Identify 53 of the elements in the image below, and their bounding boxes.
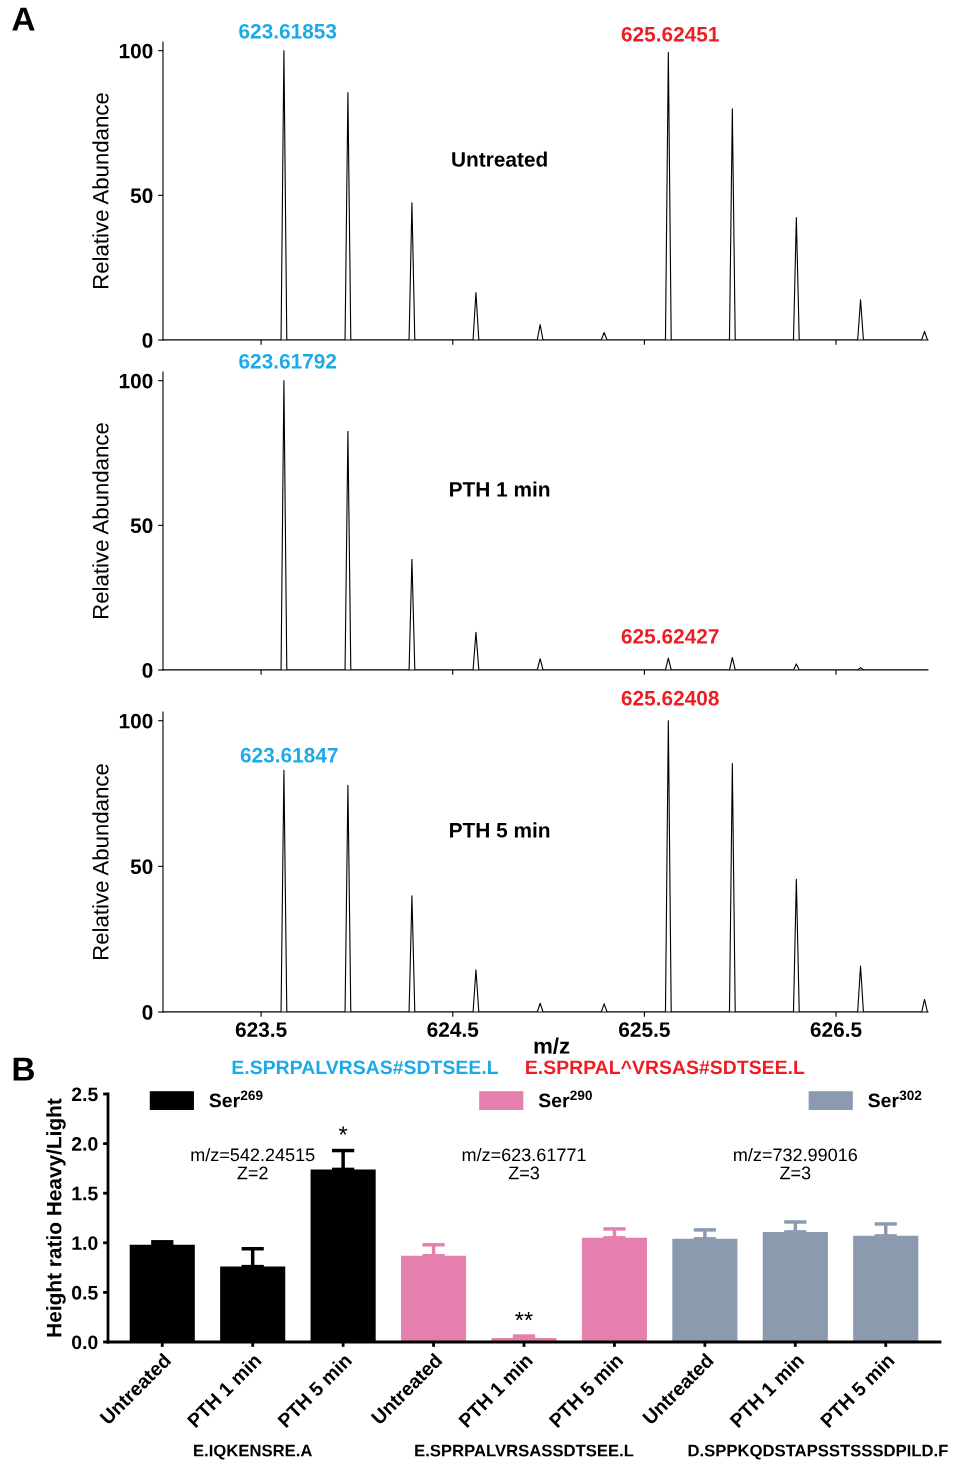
x-axis-title: m/z: [534, 1037, 570, 1055]
text: E.SPRPALVRSASSDTSEE.L: [415, 1444, 634, 1457]
x-tick-label: 624.5: [427, 1022, 479, 1038]
y-tick-label: 1.5: [72, 1186, 98, 1201]
text: E.SPRPALVRSAS#SDTSEE.L: [232, 1060, 498, 1075]
y-tick-label: 0: [142, 1005, 153, 1020]
text: Untreated: [452, 151, 547, 167]
y-axis-title: Relative Abundance: [92, 764, 109, 960]
bar: [672, 1238, 738, 1342]
y-tick-label: 50: [130, 518, 153, 534]
y-tick-label: 50: [130, 859, 153, 875]
y-tick-label: 100: [119, 43, 153, 59]
bar: [853, 1235, 919, 1342]
text: 623.61853: [239, 23, 337, 39]
annotation: m/z=732.99016 Z=3: [734, 1147, 857, 1180]
annotation: 625.62427: [621, 628, 719, 644]
y-axis-title: Relative Abundance: [92, 423, 109, 619]
annotation: 623.61847: [240, 747, 338, 763]
y-tick-label: 0: [142, 663, 153, 678]
y-tick-label: 100: [119, 373, 153, 389]
y-tick-label: 2.0: [71, 1137, 98, 1151]
data-label: *: [338, 1126, 348, 1135]
text: 625.62451: [621, 26, 719, 42]
y-tick-label: 100: [119, 713, 153, 729]
y-tick-label: 1.0: [72, 1236, 98, 1251]
text: A: [12, 7, 35, 31]
legend-label: Ser$^{269}$: [209, 1090, 263, 1108]
text: E.SPRPAL^VRSAS#SDTSEE.L: [526, 1060, 805, 1075]
bar: [581, 1237, 647, 1342]
text: B: [13, 1057, 34, 1081]
text: 625.62408: [621, 690, 719, 706]
data-label: **: [515, 1311, 533, 1321]
y-tick-label: 0: [142, 333, 153, 348]
y-tick-label: 0.5: [72, 1285, 98, 1300]
text: E.IQKENSRE.A: [194, 1444, 312, 1460]
text: PTH 1 min: [450, 481, 550, 497]
legend-label: Ser$^{290}$: [538, 1090, 592, 1108]
annotation: m/z=623.61771 Z=3: [462, 1147, 586, 1180]
text: PTH 5 min: [450, 822, 550, 838]
x-tick-label: 623.5: [235, 1022, 287, 1038]
legend-label: Ser$^{302}$: [868, 1090, 922, 1108]
bar: [401, 1255, 467, 1342]
text: 623.61792: [239, 353, 337, 369]
x-tick-label: 625.5: [619, 1022, 670, 1038]
y-tick-label: 0.0: [72, 1335, 98, 1350]
y-tick-label: 2.5: [71, 1087, 98, 1102]
y-axis-title: Relative Abundance: [92, 93, 109, 289]
x-tick-label: 626.5: [810, 1022, 862, 1038]
text: D.SPPKQDSTAPSSTSSSDPILD.F: [688, 1444, 948, 1460]
y-tick-label: 50: [130, 188, 153, 204]
annotation: m/z=542.24515 Z=2: [191, 1147, 315, 1180]
bar: [762, 1231, 828, 1342]
y-axis-title: Height ratio Heavy/Light: [46, 1098, 66, 1337]
